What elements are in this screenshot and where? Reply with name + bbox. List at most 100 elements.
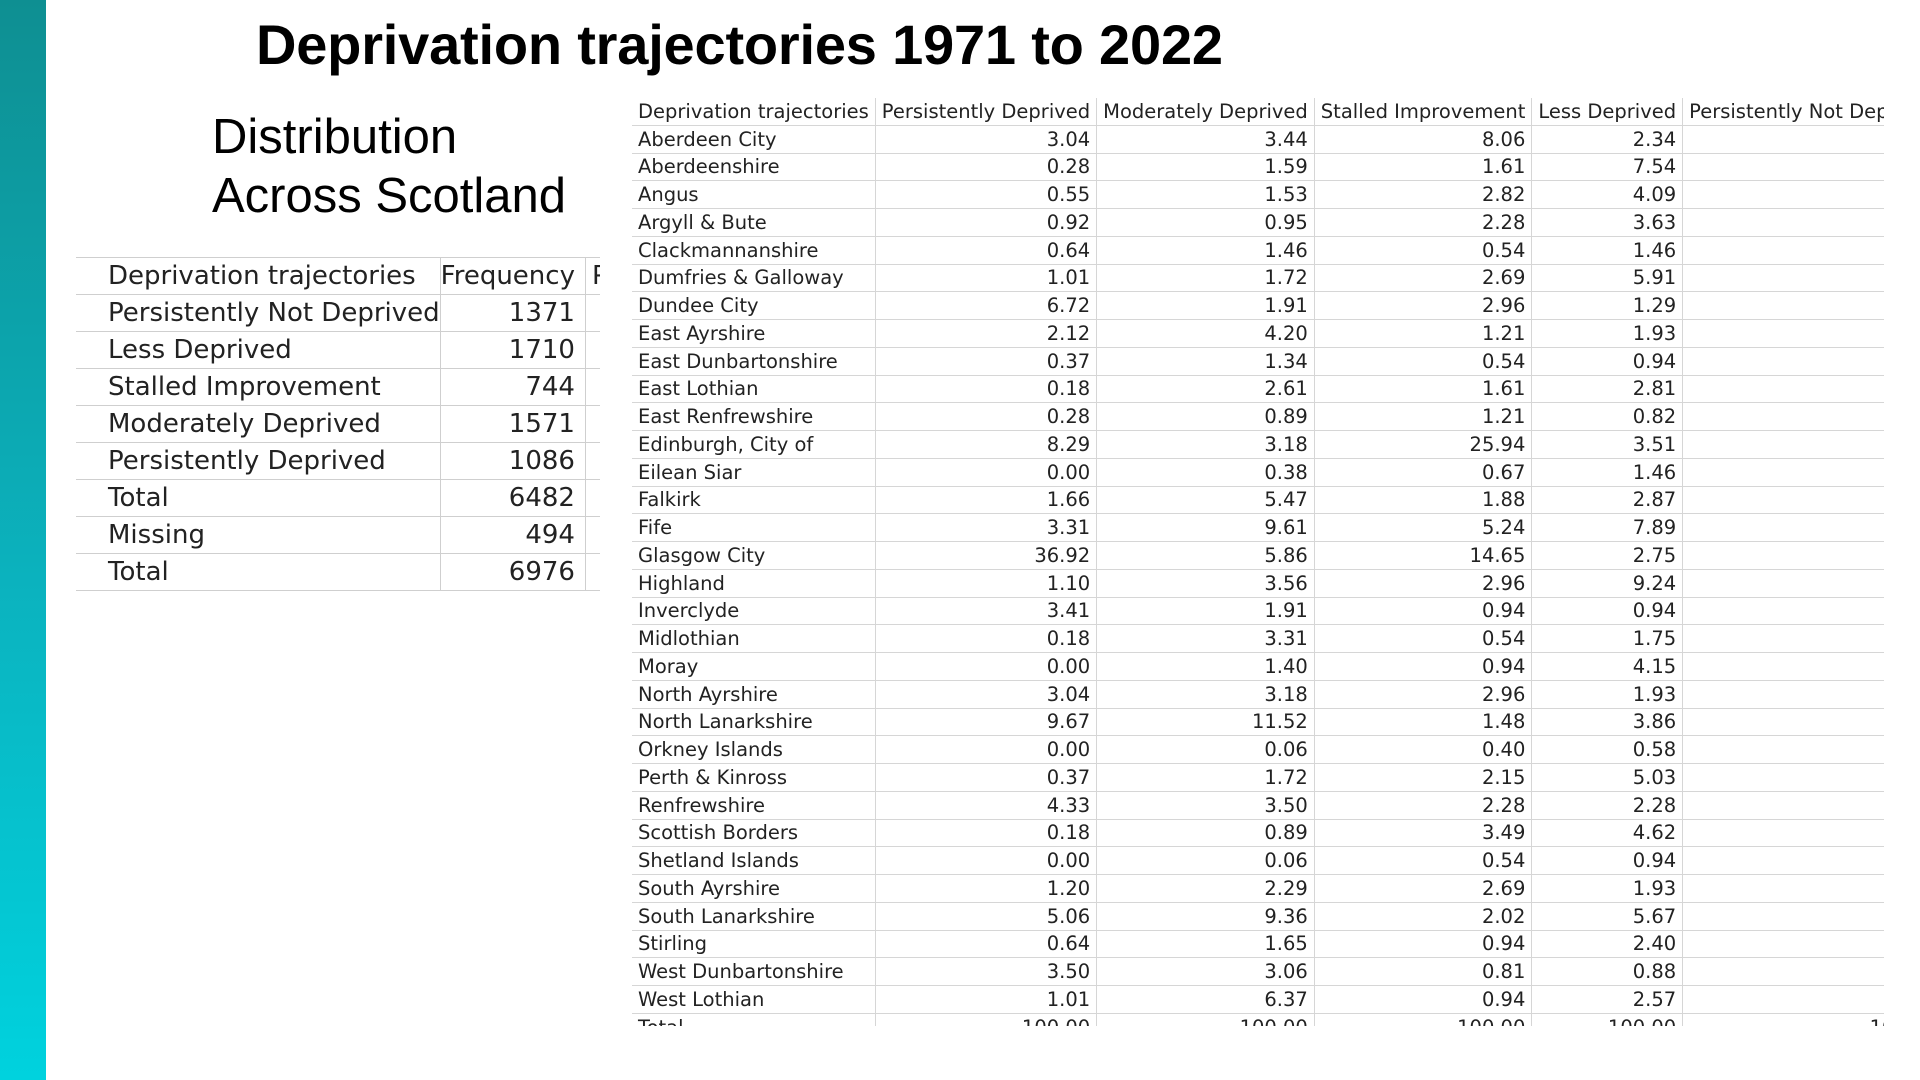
distribution-cell: 100.00 [1096, 1013, 1315, 1026]
distribution-cell: 0.37 [875, 763, 1098, 792]
council-area-name: North Lanarkshire [632, 708, 876, 737]
distribution-cell: 0.54 [1314, 624, 1533, 653]
distribution-cell: 3.31 [1096, 624, 1315, 653]
distribution-cell: 5.47 [1096, 486, 1315, 515]
distribution-cell: 1.59 [1096, 153, 1315, 182]
distribution-cell: 1.09 [1682, 735, 1884, 764]
distribution-cell: 9.67 [875, 708, 1098, 737]
distribution-table-header-row: Deprivation trajectories Persistently Dep… [632, 98, 1884, 126]
distribution-cell: 2.28 [1314, 208, 1533, 237]
distribution-cell: 2.28 [1314, 791, 1533, 820]
distribution-cell: 3.18 [1096, 430, 1315, 459]
council-area-name: Scottish Borders [632, 819, 876, 848]
distribution-cell: 5.25 [1682, 902, 1884, 931]
distribution-cell: 1.10 [875, 569, 1098, 598]
frequency-row-label: Persistently Not Deprived [76, 294, 441, 332]
distribution-cell: 3.50 [875, 957, 1098, 986]
distribution-cell: 9.61 [1096, 513, 1315, 542]
distribution-cell: 4.81 [1682, 125, 1884, 154]
distribution-cell: 25.94 [1314, 430, 1533, 459]
council-area-name: North Ayrshire [632, 680, 876, 709]
distribution-cell: 0.18 [875, 375, 1098, 404]
distribution-cell: 6.37 [1096, 985, 1315, 1014]
distribution-cell: 100.00 [1314, 1013, 1533, 1026]
distribution-cell: 9.85 [1682, 153, 1884, 182]
frequency-row-value: 1086 [440, 442, 586, 480]
distribution-cell: 5.91 [1531, 264, 1684, 293]
frequency-header-label: Deprivation trajectories [76, 257, 441, 295]
distribution-cell: 3.86 [1531, 708, 1684, 737]
distribution-cell: 3.49 [1314, 819, 1533, 848]
distribution-cell: 2.15 [1314, 763, 1533, 792]
distribution-cell: 0.06 [1096, 735, 1315, 764]
distribution-cell: 0.28 [875, 153, 1098, 182]
distribution-cell: 1.61 [1314, 153, 1533, 182]
distribution-cell: 2.75 [1531, 541, 1684, 570]
distribution-cell: 1.46 [1531, 236, 1684, 265]
distribution-cell: 2.69 [1314, 264, 1533, 293]
distribution-cell: 1.29 [1531, 291, 1684, 320]
distribution-cell: 2.81 [1531, 375, 1684, 404]
distribution-cell: 2.04 [1682, 680, 1884, 709]
distribution-cell: 11.52 [1096, 708, 1315, 737]
frequency-row-value: 6482 [440, 479, 586, 517]
council-area-name: East Lothian [632, 375, 876, 404]
distribution-cell: 0.94 [1531, 846, 1684, 875]
distribution-cell: 3.04 [875, 125, 1098, 154]
distribution-cell: 1.60 [1682, 624, 1884, 653]
distribution-column-header: Moderately Deprived [1096, 98, 1315, 126]
distribution-cell: 0.54 [1314, 236, 1533, 265]
distribution-cell: 0.37 [875, 347, 1098, 376]
council-area-name: Highland [632, 569, 876, 598]
distribution-cell: 4.38 [1682, 541, 1884, 570]
council-area-name: Falkirk [632, 486, 876, 515]
distribution-cell: 1.66 [875, 486, 1098, 515]
frequency-row-value: 1710 [440, 331, 586, 369]
distribution-cell: 0.28 [875, 402, 1098, 431]
distribution-cell: 2.69 [1314, 874, 1533, 903]
distribution-cell: 1.46 [1682, 208, 1884, 237]
distribution-cell: 7.54 [1531, 153, 1684, 182]
council-area-name: Orkney Islands [632, 735, 876, 764]
distribution-table: Deprivation trajectories Persistently Dep… [632, 98, 1884, 1026]
distribution-cell: 1.46 [1682, 597, 1884, 626]
frequency-row-label: Moderately Deprived [76, 405, 441, 443]
distribution-cell: 0.94 [1531, 347, 1684, 376]
council-area-name: Eilean Siar [632, 458, 876, 487]
council-area-name: Edinburgh, City of [632, 430, 876, 459]
distribution-cell: 3.56 [1096, 569, 1315, 598]
distribution-cell: 0.66 [1682, 846, 1884, 875]
frequency-row-value: 6976 [440, 553, 586, 591]
distribution-cell: 0.81 [1314, 957, 1533, 986]
frequency-header-cutoff: P [585, 257, 600, 295]
distribution-cell: 1.31 [1682, 652, 1884, 681]
distribution-cell: 9.24 [1531, 569, 1684, 598]
council-area-name: East Dunbartonshire [632, 347, 876, 376]
frequency-row-value: 494 [440, 516, 586, 554]
distribution-cell: 1.88 [1314, 486, 1533, 515]
distribution-cell: 100.00 [1682, 1013, 1884, 1026]
distribution-cell: 3.50 [1096, 791, 1315, 820]
distribution-cell: 5.98 [1682, 347, 1884, 376]
frequency-row-empty-cell [585, 479, 600, 517]
distribution-cell: 0.55 [875, 180, 1098, 209]
frequency-table-header-row: Deprivation trajectories Frequency P [76, 257, 600, 295]
distribution-cell: 3.06 [1096, 957, 1315, 986]
distribution-cell: 0.38 [1096, 458, 1315, 487]
frequency-row-label: Total [76, 553, 441, 591]
distribution-cell: 0.67 [1314, 458, 1533, 487]
distribution-cell: 2.63 [1682, 264, 1884, 293]
distribution-cell: 1.20 [875, 874, 1098, 903]
distribution-cell: 0.89 [1096, 819, 1315, 848]
distribution-cell: 1.39 [1682, 819, 1884, 848]
frequency-row-empty-cell [585, 442, 600, 480]
frequency-table-row: Total 6976 [76, 553, 600, 591]
